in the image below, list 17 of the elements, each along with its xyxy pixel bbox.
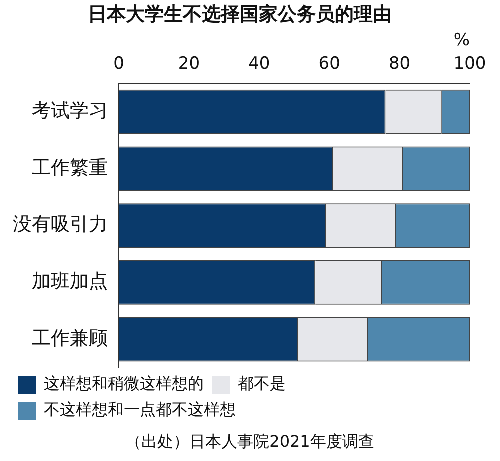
x-tick-label: 60 bbox=[318, 54, 340, 74]
legend-label: 这样想和稍微这样想的 bbox=[44, 374, 204, 394]
legend-label: 都不是 bbox=[238, 374, 286, 394]
y-tick-label: 没有吸引力 bbox=[13, 214, 108, 236]
x-tick-label: 0 bbox=[114, 54, 124, 74]
y-tick-label: 加班加点 bbox=[32, 270, 108, 293]
y-tick-label: 考试学习 bbox=[32, 100, 108, 122]
text: （出处）日本人事院2021年度调查 bbox=[124, 432, 376, 453]
x-tick-label: 100 bbox=[454, 54, 486, 74]
legend-label: 不这样想和一点都不这样想 bbox=[44, 400, 236, 420]
x-tick-label: 80 bbox=[388, 54, 411, 74]
x-axis-title: % bbox=[454, 30, 470, 50]
y-tick-label: 工作繁重 bbox=[32, 156, 108, 179]
chart-title: 日本大学生不选择国家公务员的理由 bbox=[88, 3, 392, 26]
x-tick-label: 40 bbox=[248, 54, 270, 74]
x-tick-label: 20 bbox=[178, 54, 200, 74]
y-tick-label: 工作兼顾 bbox=[32, 327, 108, 350]
